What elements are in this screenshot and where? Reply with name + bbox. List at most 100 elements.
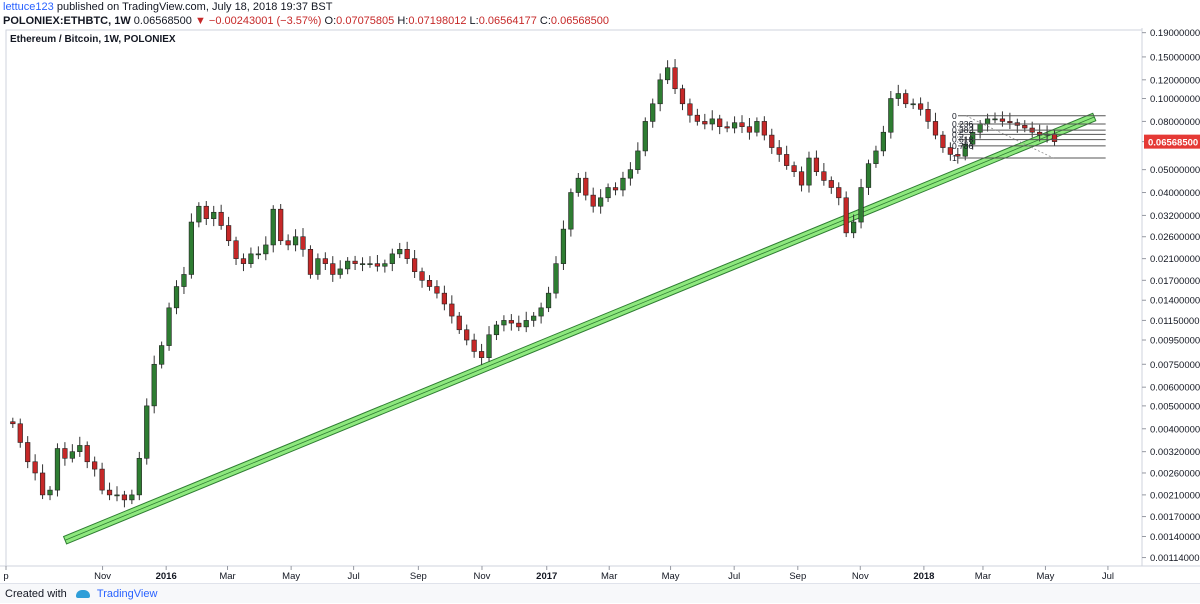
candle-body: [17, 423, 23, 443]
candle-body: [263, 244, 269, 255]
candle-body: [538, 307, 544, 317]
author-link[interactable]: lettuce123: [3, 1, 54, 13]
candle-body: [553, 263, 559, 294]
open-value: 0.07075805: [336, 15, 395, 27]
candle-body: [724, 126, 730, 129]
x-tick-label: Jul: [728, 571, 740, 582]
candle-body: [233, 240, 239, 259]
ohlc-line: POLONIEX:ETHBTC, 1W 0.06568500 ▼ −0.0024…: [0, 14, 609, 28]
x-tick-label: Nov: [94, 571, 111, 582]
low-label: L:: [469, 15, 479, 27]
candle-body: [642, 121, 648, 152]
candle-body: [196, 205, 202, 223]
y-tick-label: 0.02600000: [1150, 232, 1200, 243]
candle-body: [516, 322, 522, 328]
chart-area[interactable]: 0.19000000 0.15000000 0.12000000 0.10000000…: [0, 28, 1200, 583]
candle-body: [531, 315, 537, 321]
y-tick-label: 0.00950000: [1150, 336, 1200, 347]
candle-body: [166, 307, 172, 346]
candle-body: [426, 280, 433, 287]
y-tick-label: 0.02100000: [1150, 254, 1200, 265]
candle-body: [32, 461, 38, 474]
candle-body: [285, 240, 291, 246]
candle-body: [1022, 125, 1028, 129]
candle-body: [84, 445, 90, 463]
candle-body: [434, 286, 440, 294]
y-tick-label: 0.00600000: [1150, 383, 1200, 394]
candle-body: [218, 211, 224, 226]
last-price: 0.06568500: [133, 15, 192, 27]
candle-body: [471, 339, 477, 352]
candle-body: [754, 121, 760, 133]
close-label: C:: [539, 15, 551, 27]
candle-body: [270, 208, 276, 246]
candle-body: [1037, 131, 1043, 136]
candle-body: [292, 236, 299, 246]
candle-body: [575, 177, 581, 193]
x-tick-label: Nov: [852, 571, 869, 582]
candle-body: [397, 249, 403, 255]
publish-info: published on TradingView.com, July 18, 2…: [56, 1, 333, 13]
candle-body: [545, 292, 552, 309]
candle-body: [62, 448, 68, 459]
y-tick-label: 0.00400000: [1150, 424, 1200, 435]
candle-body: [144, 405, 150, 459]
candle-body: [367, 263, 373, 265]
candle-body: [389, 253, 395, 264]
candle-body: [412, 258, 418, 272]
y-tick-label: 0.00500000: [1150, 401, 1200, 412]
candle-body: [776, 147, 782, 155]
candle-body: [77, 445, 83, 452]
candle-body: [300, 236, 306, 250]
y-tick-label: 0.15000000: [1150, 52, 1200, 63]
x-tick-label: May: [282, 571, 300, 582]
last-price-tag: [1144, 134, 1200, 149]
candle-body: [999, 118, 1006, 122]
y-tick-label: 0.05000000: [1150, 165, 1200, 176]
candle-body: [173, 286, 180, 309]
candle-body: [359, 263, 366, 265]
x-tick-label: Jul: [348, 571, 360, 582]
close-value: 0.06568500: [550, 15, 610, 27]
candle-body: [1007, 121, 1013, 124]
y-tick-label: 0.00750000: [1150, 360, 1200, 371]
price-change: ▼ −0.00243001 (−3.57%): [194, 15, 322, 27]
candle-body: [278, 208, 284, 242]
candle-body: [612, 187, 619, 191]
tradingview-brand-link[interactable]: TradingView: [96, 588, 158, 600]
candle-body: [449, 303, 455, 317]
candle-body: [903, 93, 909, 105]
candle-body: [932, 121, 939, 136]
candle-body: [627, 169, 634, 179]
candle-body: [813, 157, 820, 173]
candle-body: [106, 489, 113, 496]
fib-level-label: 0.236: [952, 119, 974, 129]
fib-level-label: 1: [952, 153, 957, 163]
candle-body: [39, 472, 46, 496]
candle-body: [702, 121, 708, 125]
created-with-label: Created with: [5, 588, 67, 600]
candle-body: [605, 187, 611, 199]
candle-body: [970, 131, 976, 145]
tradingview-cloud-icon: [75, 590, 90, 599]
x-tick-label: Jul: [1102, 571, 1114, 582]
candle-body: [419, 271, 425, 281]
candle-body: [47, 489, 53, 496]
candle-body: [225, 225, 232, 242]
y-tick-label: 0.10000000: [1150, 94, 1200, 105]
candle-body: [583, 177, 589, 196]
candle-body: [962, 144, 968, 157]
symbol-label: POLONIEX:ETHBTC, 1W: [3, 15, 131, 27]
candle-body: [568, 192, 574, 230]
candle-body: [322, 258, 328, 264]
x-tick-label: May: [662, 571, 680, 582]
high-value: 0.07198012: [408, 15, 467, 27]
fib-level-label: 0.5: [952, 129, 964, 139]
y-tick-label: 0.00320000: [1150, 447, 1200, 458]
price-chart[interactable]: 0.19000000 0.15000000 0.12000000 0.10000000…: [0, 28, 1200, 583]
high-label: H:: [397, 15, 409, 27]
candle-body: [709, 118, 715, 125]
candle-body: [694, 114, 700, 122]
candle-body: [255, 253, 261, 256]
candle-body: [181, 274, 187, 287]
